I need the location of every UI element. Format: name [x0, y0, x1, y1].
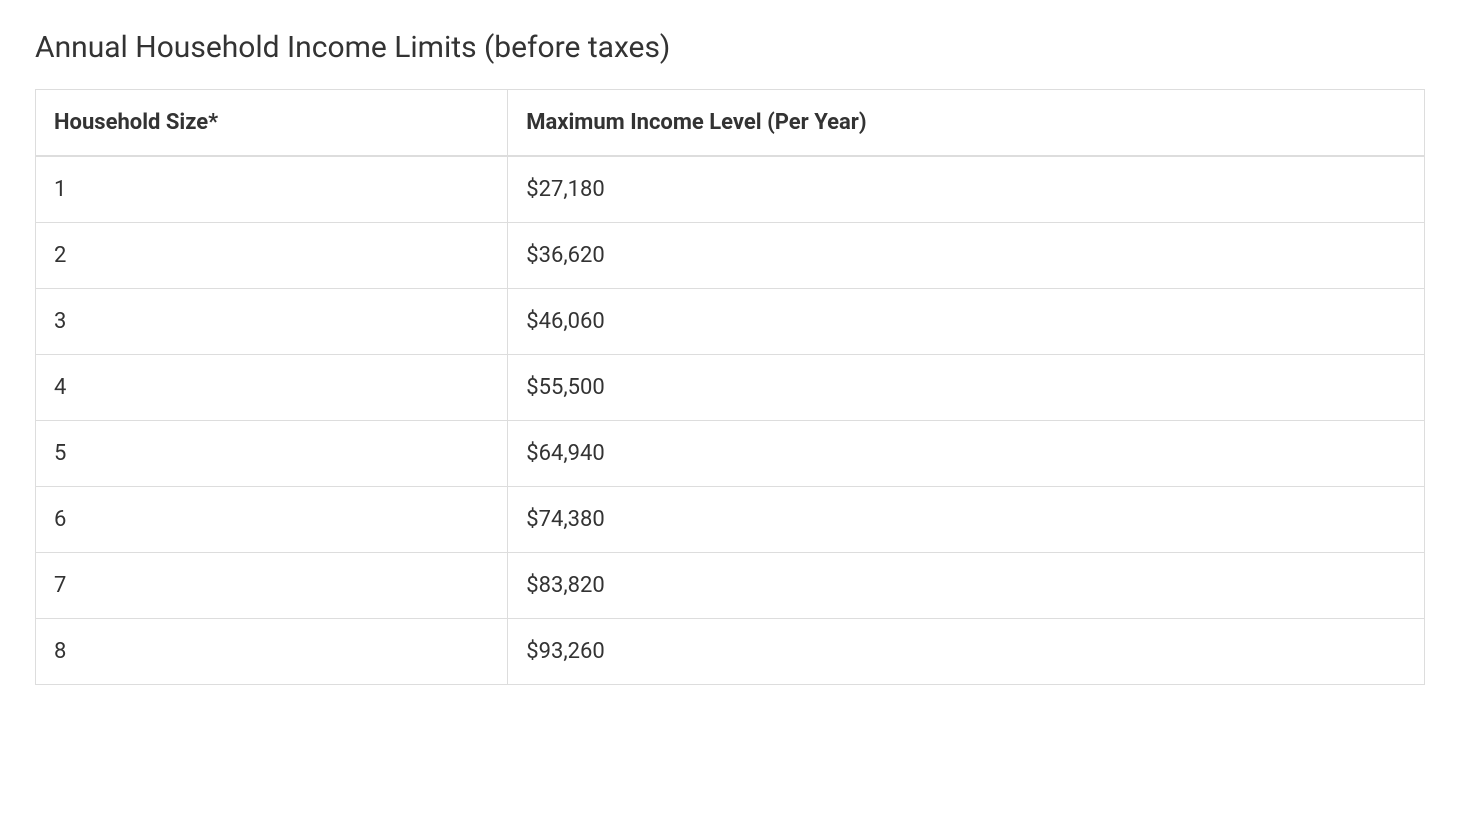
- table-row: 1 $27,180: [36, 156, 1425, 223]
- cell-max-income: $36,620: [508, 223, 1425, 289]
- cell-max-income: $64,940: [508, 421, 1425, 487]
- table-row: 5 $64,940: [36, 421, 1425, 487]
- cell-max-income: $83,820: [508, 553, 1425, 619]
- table-header-row: Household Size* Maximum Income Level (Pe…: [36, 90, 1425, 157]
- table-row: 7 $83,820: [36, 553, 1425, 619]
- table-row: 8 $93,260: [36, 619, 1425, 685]
- cell-max-income: $74,380: [508, 487, 1425, 553]
- page-title: Annual Household Income Limits (before t…: [35, 30, 1425, 65]
- cell-max-income: $46,060: [508, 289, 1425, 355]
- table-row: 6 $74,380: [36, 487, 1425, 553]
- table-row: 2 $36,620: [36, 223, 1425, 289]
- table-row: 4 $55,500: [36, 355, 1425, 421]
- cell-household-size: 5: [36, 421, 508, 487]
- cell-household-size: 2: [36, 223, 508, 289]
- cell-household-size: 1: [36, 156, 508, 223]
- table-row: 3 $46,060: [36, 289, 1425, 355]
- cell-max-income: $27,180: [508, 156, 1425, 223]
- cell-household-size: 7: [36, 553, 508, 619]
- cell-household-size: 6: [36, 487, 508, 553]
- cell-max-income: $93,260: [508, 619, 1425, 685]
- column-header-max-income: Maximum Income Level (Per Year): [508, 90, 1425, 157]
- cell-max-income: $55,500: [508, 355, 1425, 421]
- cell-household-size: 8: [36, 619, 508, 685]
- cell-household-size: 3: [36, 289, 508, 355]
- column-header-household-size: Household Size*: [36, 90, 508, 157]
- cell-household-size: 4: [36, 355, 508, 421]
- income-limits-table: Household Size* Maximum Income Level (Pe…: [35, 89, 1425, 685]
